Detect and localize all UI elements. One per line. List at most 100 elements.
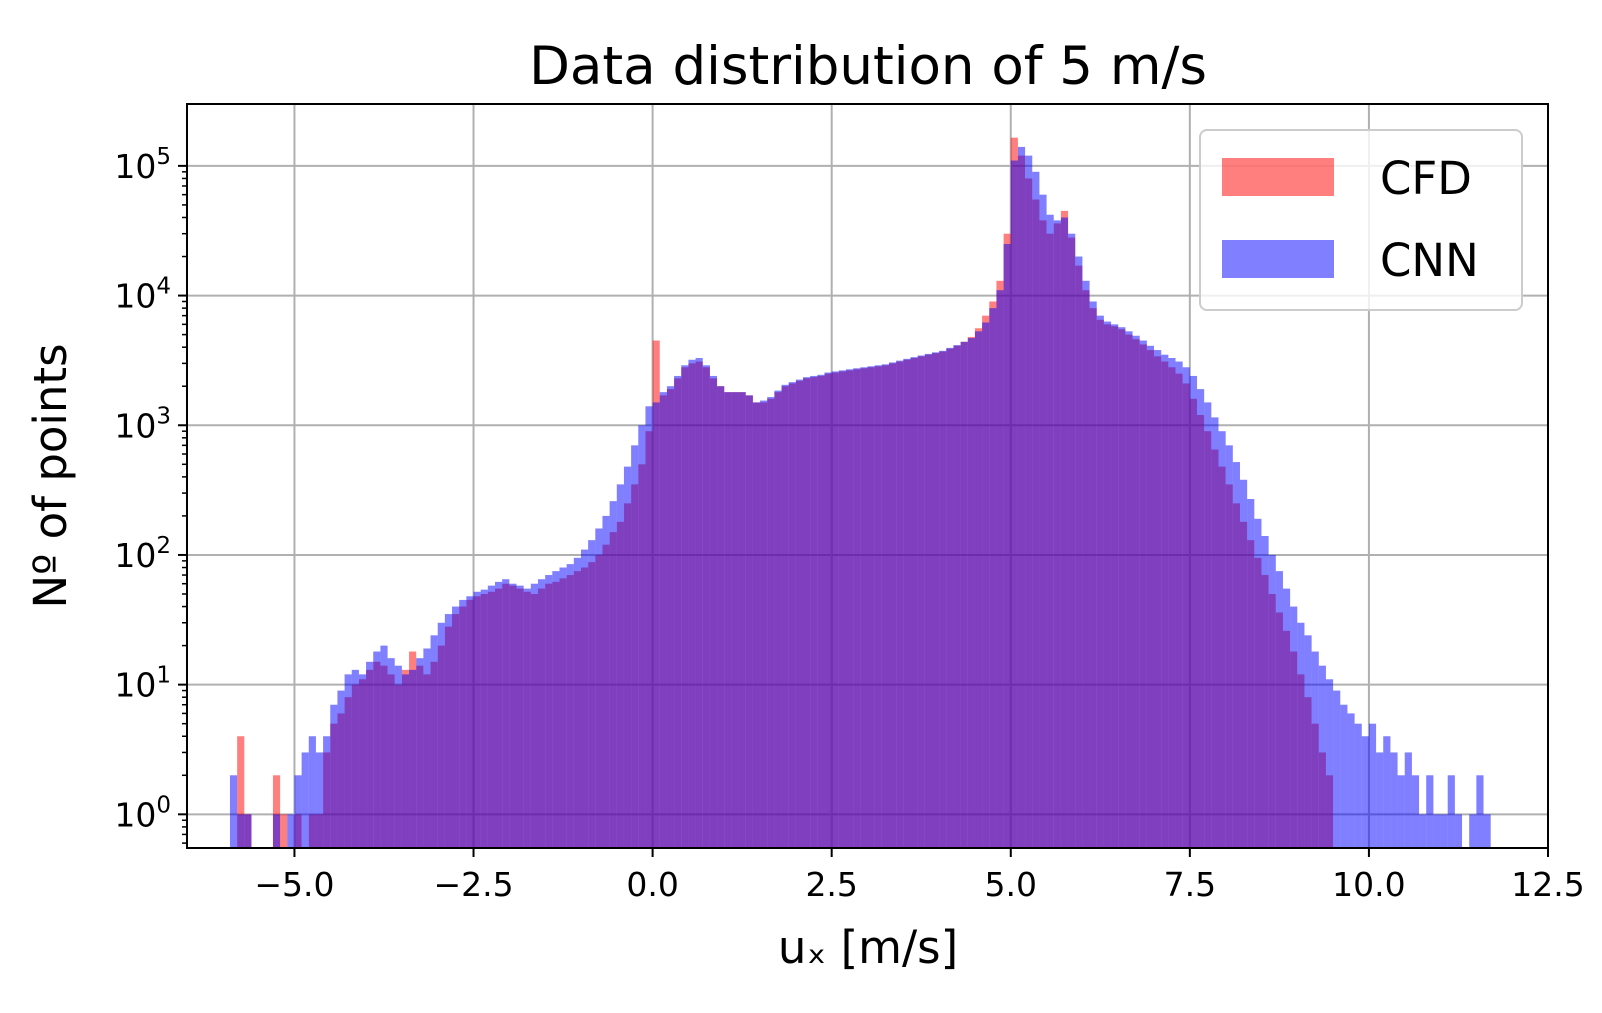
bar-cnn (1175, 361, 1183, 848)
bar-cnn (652, 402, 660, 848)
bar-cnn (595, 528, 603, 848)
bar-cnn (853, 368, 861, 848)
bar-cnn (487, 585, 496, 848)
y-tick-label: 103 (114, 403, 171, 445)
chart-title: Data distribution of 5 m/s (529, 36, 1207, 97)
bar-cnn (953, 345, 961, 848)
bar-cnn (287, 814, 295, 848)
bar-cnn (846, 369, 854, 848)
bar-cnn (509, 583, 517, 848)
bar-cnn (874, 365, 882, 848)
bar-cnn (666, 386, 675, 848)
bar-cnn (1275, 571, 1283, 848)
x-tick-label: 12.5 (1511, 865, 1584, 904)
bar-cnn (229, 775, 238, 848)
bar-cnn (1189, 375, 1198, 848)
bar-cnn (573, 557, 581, 848)
bar-cnn (409, 669, 417, 848)
bar-cnn (1075, 256, 1083, 848)
y-tick-label: 101 (114, 663, 171, 705)
bar-cnn (330, 704, 338, 848)
bar-cnn (1197, 389, 1205, 848)
bar-cnn (960, 341, 968, 848)
bar-cnn (1039, 194, 1047, 848)
legend-swatch-cfd (1222, 158, 1334, 196)
bar-cnn (724, 392, 732, 848)
bar-cnn (903, 358, 911, 848)
bar-cnn (516, 585, 524, 848)
bar-cnn (588, 540, 596, 848)
bar-cnn (838, 370, 847, 848)
bar-cnn (1469, 814, 1477, 848)
y-tick-label: 102 (114, 533, 171, 575)
bar-cnn (888, 362, 897, 848)
y-axis-ticks: 100 101 102 103 104 105 (114, 144, 187, 844)
bar-cnn (881, 364, 889, 848)
bar-cnn (1132, 335, 1140, 849)
bar-cnn (1325, 679, 1334, 848)
bar-cnn (681, 365, 689, 848)
bar-cnn (358, 674, 367, 848)
bar-cnn (1411, 775, 1420, 848)
bar-cnn (1419, 814, 1427, 848)
bar-cnn (795, 379, 804, 848)
bar-cnn (1261, 535, 1269, 848)
bar-cnn (781, 384, 789, 848)
bar-cnn (774, 390, 782, 848)
bar-cnn (337, 690, 345, 848)
bar-cnn (1182, 367, 1190, 848)
bar-cnn (308, 736, 316, 848)
x-tick-label: 0.0 (626, 865, 678, 904)
bar-cnn (745, 395, 753, 848)
bar-cnn (1046, 214, 1054, 848)
bar-cnn (1426, 775, 1434, 848)
bar-cnn (430, 635, 438, 848)
bar-cnn (1089, 301, 1097, 848)
bar-cnn (1376, 752, 1384, 848)
bar-cnn (473, 591, 481, 848)
legend: CFD CNN (1199, 129, 1523, 311)
bar-cnn (623, 466, 632, 848)
bar-cnn (580, 549, 589, 848)
bar-cnn (1354, 723, 1362, 848)
x-axis-label: uₓ [m/s] (778, 921, 958, 974)
bar-cnn (545, 575, 553, 848)
bar-cnn (738, 392, 746, 848)
bar-cnn (803, 377, 811, 848)
bar-cnn (373, 651, 381, 848)
bar-cnn (466, 596, 474, 848)
bar-cnn (1103, 321, 1112, 848)
bar-cnn (1025, 155, 1033, 848)
bar-cnn (1010, 160, 1018, 848)
bar-cnn (1225, 445, 1233, 848)
bar-cnn (1239, 479, 1248, 848)
bar-cnn (1333, 690, 1341, 848)
bar-cnn (1397, 775, 1405, 848)
bar-cnn (1139, 340, 1147, 848)
plot-frame (186, 103, 1549, 849)
x-tick-label: 2.5 (805, 865, 857, 904)
bar-cnn (1290, 606, 1298, 848)
bar-cnn (931, 352, 940, 848)
bar-cnn (530, 583, 538, 848)
bar-cnn (717, 386, 725, 848)
bar-cnn (301, 752, 309, 848)
bar-cnn (1282, 588, 1291, 848)
bar-cnn (1311, 651, 1319, 848)
bar-cnn (1146, 345, 1155, 848)
bar-cnn (452, 606, 460, 848)
bar-cnn (294, 775, 302, 848)
bar-cnn (437, 622, 445, 848)
bar-cnn (344, 674, 352, 848)
bar-cnn (1096, 315, 1104, 848)
bar-cnn (1032, 171, 1040, 848)
x-tick-label: −2.5 (433, 865, 513, 904)
bar-cnn (1340, 704, 1348, 848)
bar-cnn (1161, 354, 1169, 848)
bar-cnn (752, 402, 761, 848)
bar-cnn (860, 367, 868, 848)
bar-cnn (996, 290, 1004, 848)
bar-cnn (659, 392, 667, 848)
bar-cnn (638, 425, 646, 848)
bar-cnn (924, 353, 932, 848)
